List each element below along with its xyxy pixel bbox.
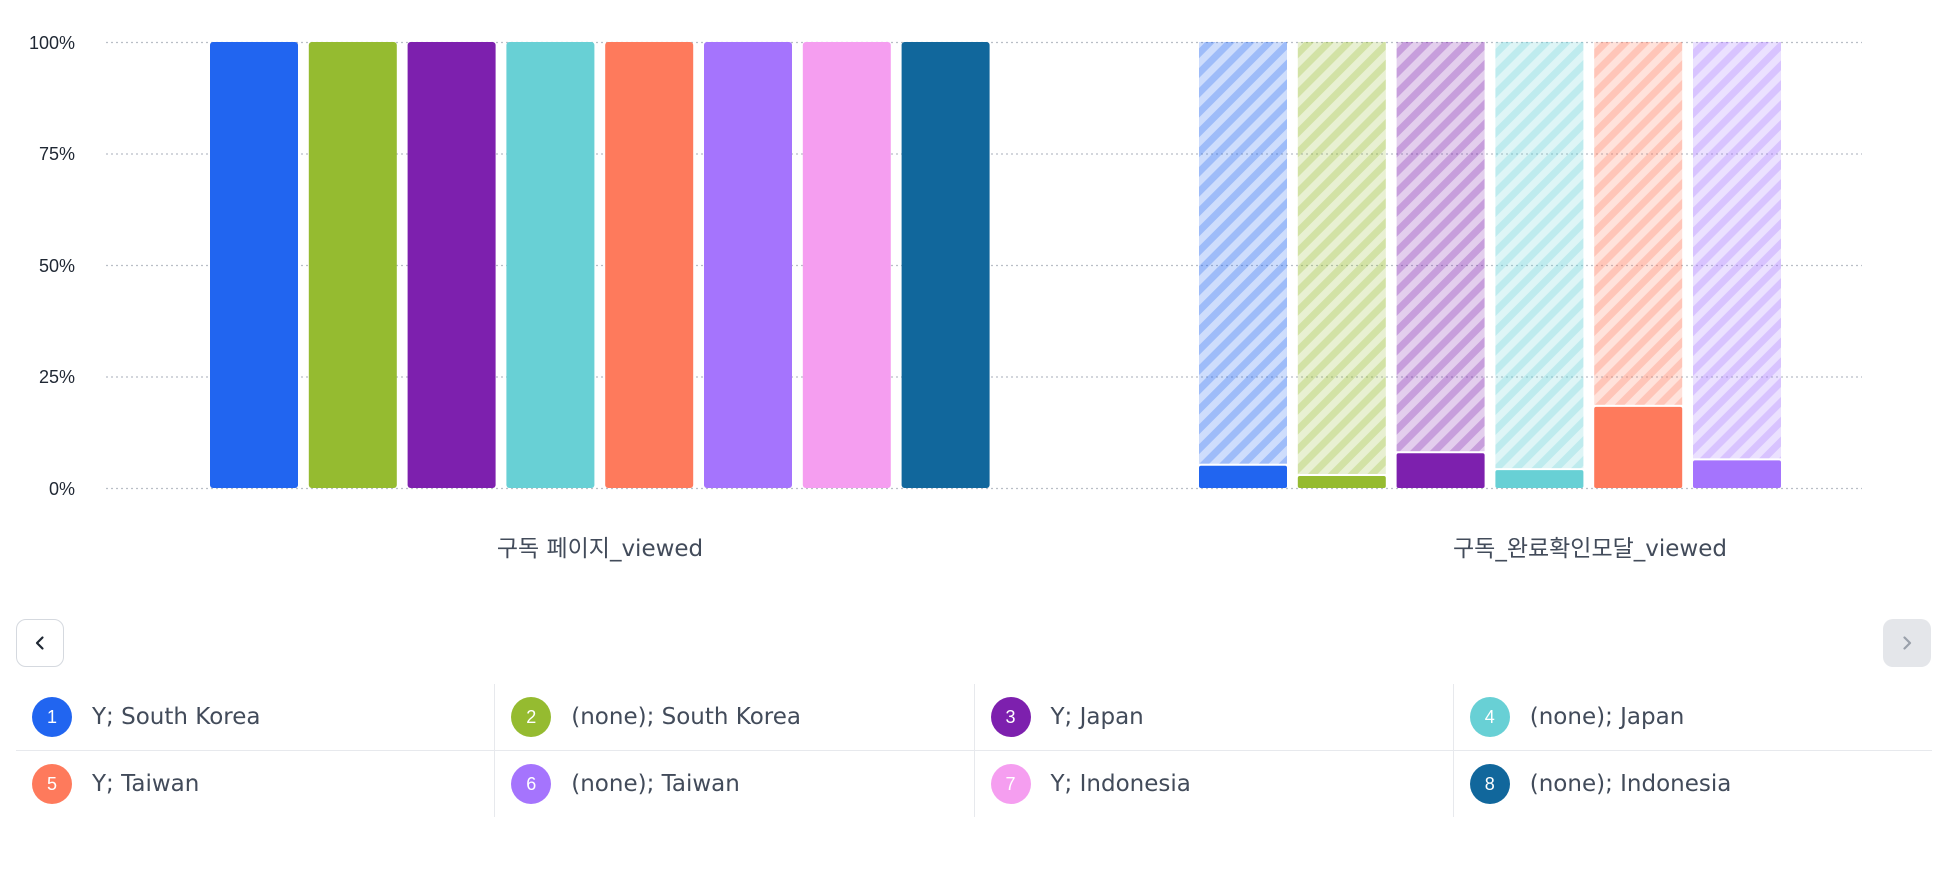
bar[interactable]	[506, 42, 595, 488]
y-axis-ticks: 0% 25% 50% 75% 100%	[29, 33, 75, 499]
y-tick-label: 75%	[39, 144, 75, 164]
legend-badge: 4	[1469, 697, 1510, 737]
bar-dropoff[interactable]	[1495, 42, 1584, 469]
bar-dropoff[interactable]	[1693, 42, 1781, 459]
x-axis-categories: 구독 페이지_viewed 구독_완료확인모달_viewed	[497, 536, 1727, 562]
legend-item[interactable]: 7 Y; Indonesia	[973, 751, 1453, 817]
bars	[210, 42, 1781, 488]
bar[interactable]	[308, 42, 397, 488]
legend-badge: 8	[1469, 764, 1510, 804]
legend-label: (none); Japan	[1529, 704, 1685, 730]
bar[interactable]	[704, 42, 792, 488]
bar[interactable]	[1495, 470, 1584, 488]
chevron-left-icon	[35, 636, 44, 650]
legend-label: (none); Indonesia	[1529, 771, 1732, 797]
bar-dropoff[interactable]	[1396, 42, 1485, 452]
legend-item[interactable]: 8 (none); Indonesia	[1452, 751, 1932, 817]
legend-label: (none); South Korea	[571, 704, 801, 730]
legend-label: Y; Japan	[1050, 704, 1144, 730]
legend-item[interactable]: 4 (none); Japan	[1452, 684, 1932, 750]
legend-item[interactable]: 1 Y; South Korea	[16, 684, 494, 750]
bar[interactable]	[1297, 475, 1386, 488]
bar[interactable]	[802, 42, 891, 488]
legend-label: Y; South Korea	[92, 704, 261, 730]
bar[interactable]	[605, 42, 694, 488]
legend-item[interactable]: 6 (none); Taiwan	[494, 751, 973, 817]
bar[interactable]	[1693, 460, 1781, 488]
legend-badge: 5	[32, 764, 72, 804]
legend-label: (none); Taiwan	[571, 771, 740, 797]
category-label: 구독 페이지_viewed	[497, 536, 703, 562]
bar[interactable]	[1396, 453, 1485, 488]
bar-dropoff[interactable]	[1297, 42, 1386, 474]
legend-badge: 3	[990, 697, 1031, 737]
legend-row: 1 Y; South Korea 2 (none); South Korea 3…	[16, 684, 1932, 750]
bar[interactable]	[1199, 465, 1287, 488]
legend-row: 5 Y; Taiwan 6 (none); Taiwan 7 Y; Indone…	[16, 750, 1932, 817]
legend-item[interactable]: 3 Y; Japan	[973, 684, 1453, 750]
legend: 1 Y; South Korea 2 (none); South Korea 3…	[16, 684, 1932, 817]
y-tick-label: 100%	[29, 33, 75, 53]
legend-label: Y; Taiwan	[92, 771, 200, 797]
legend-badge: 1	[32, 697, 72, 737]
bar-chart: 0% 25% 50% 75% 100% 구독 페이지_viewed 구독_완료확…	[29, 33, 1862, 562]
category-label: 구독_완료확인모달_viewed	[1453, 536, 1727, 562]
bar[interactable]	[901, 42, 990, 488]
previous-page-button[interactable]	[16, 619, 64, 667]
legend-label: Y; Indonesia	[1050, 771, 1191, 797]
bar-dropoff[interactable]	[1199, 42, 1287, 464]
legend-item[interactable]: 5 Y; Taiwan	[16, 751, 494, 817]
next-page-button	[1883, 619, 1931, 667]
bar[interactable]	[1594, 406, 1683, 488]
bar-dropoff[interactable]	[1594, 42, 1683, 405]
legend-badge: 6	[511, 764, 552, 804]
y-tick-label: 50%	[39, 256, 75, 276]
chevron-right-icon	[1903, 636, 1912, 650]
legend-badge: 7	[990, 764, 1031, 804]
y-tick-label: 25%	[39, 367, 75, 387]
legend-badge: 2	[511, 697, 552, 737]
bar[interactable]	[407, 42, 496, 488]
legend-item[interactable]: 2 (none); South Korea	[494, 684, 973, 750]
bar[interactable]	[210, 42, 298, 488]
y-tick-label: 0%	[49, 479, 75, 499]
